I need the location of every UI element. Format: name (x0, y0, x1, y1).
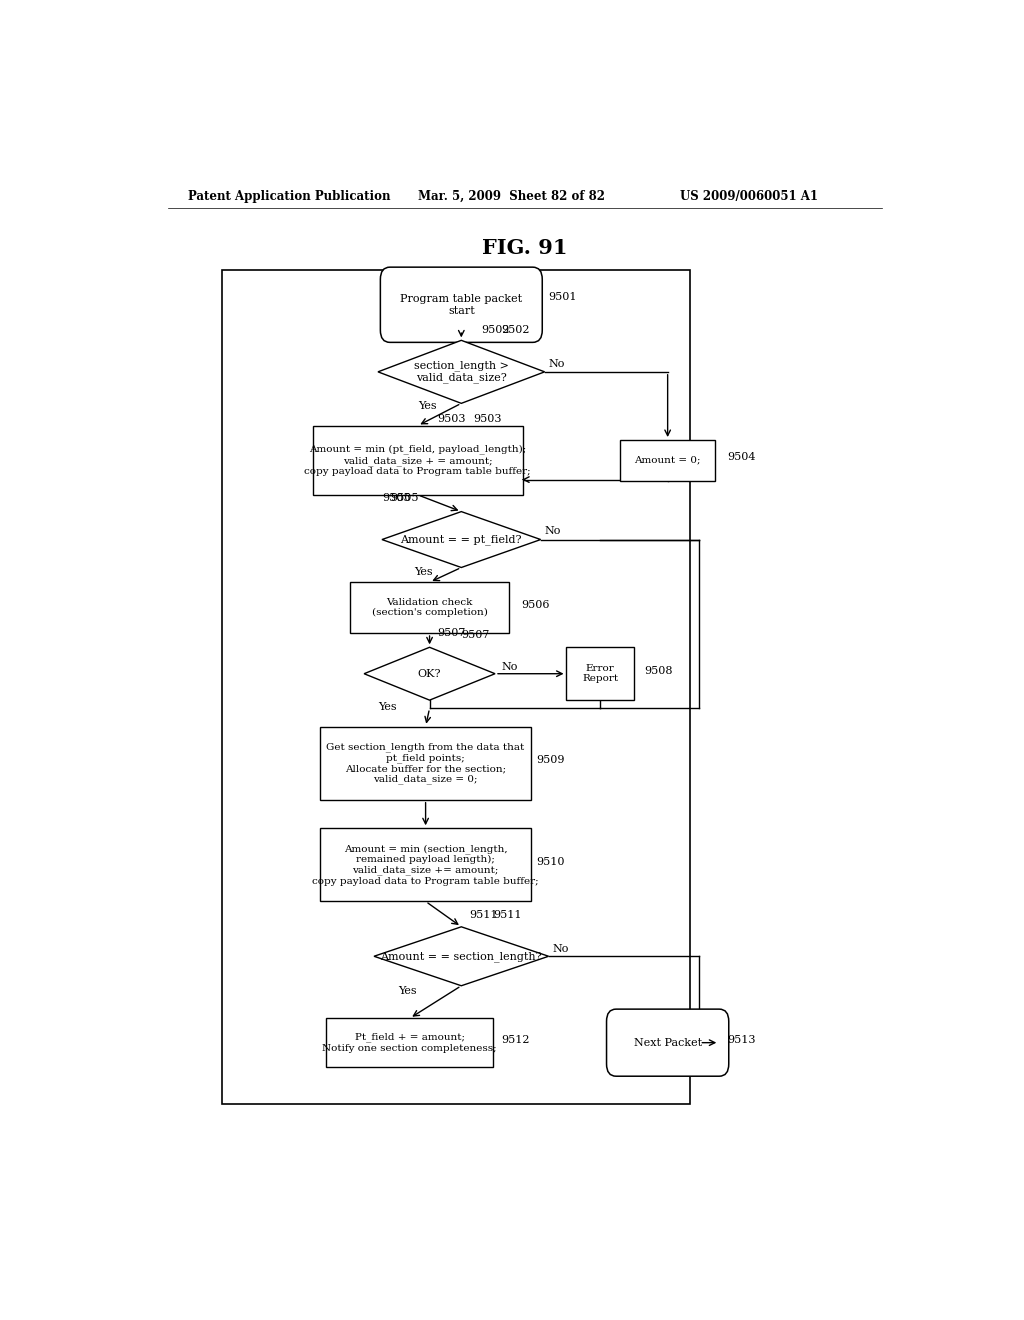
Bar (327, 1018, 493, 1067)
Text: Validation check
(section's completion): Validation check (section's completion) (372, 598, 487, 618)
Text: 9503: 9503 (437, 413, 466, 424)
Text: 9511: 9511 (494, 909, 521, 920)
Text: US 2009/0060051 A1: US 2009/0060051 A1 (680, 190, 817, 202)
Text: Error
Report: Error Report (582, 664, 618, 684)
Bar (221, 271, 690, 1104)
Text: Program table packet
start: Program table packet start (400, 294, 522, 315)
Text: 9502: 9502 (481, 325, 510, 335)
FancyBboxPatch shape (380, 267, 543, 342)
Text: OK?: OK? (418, 669, 441, 678)
Text: 9503: 9503 (473, 413, 502, 424)
Text: No: No (549, 359, 565, 368)
Text: 9508: 9508 (644, 665, 673, 676)
Text: Yes: Yes (418, 401, 436, 412)
Bar (350, 582, 509, 634)
FancyBboxPatch shape (606, 1008, 729, 1076)
Text: 9506: 9506 (521, 599, 549, 610)
Text: No: No (501, 661, 517, 672)
Text: Next Packet: Next Packet (634, 1038, 701, 1048)
Text: No: No (553, 944, 569, 954)
Text: Get section_length from the data that
pt_field points;
Allocate buffer for the s: Get section_length from the data that pt… (327, 742, 524, 784)
Text: section_length >
valid_data_size?: section_length > valid_data_size? (414, 360, 509, 383)
Polygon shape (382, 512, 541, 568)
Polygon shape (374, 927, 549, 986)
Text: 9501: 9501 (549, 292, 578, 302)
Text: Mar. 5, 2009  Sheet 82 of 82: Mar. 5, 2009 Sheet 82 of 82 (418, 190, 604, 202)
Bar (321, 828, 530, 902)
Text: Yes: Yes (414, 568, 432, 577)
Text: 9505: 9505 (382, 492, 411, 503)
Bar (621, 440, 716, 480)
Text: FIG. 91: FIG. 91 (482, 238, 567, 257)
Text: Amount = = pt_field?: Amount = = pt_field? (400, 535, 522, 545)
Text: Amount = min (section_length,
remained payload length);
valid_data_size += amoun: Amount = min (section_length, remained p… (312, 843, 539, 886)
Text: Amount = 0;: Amount = 0; (635, 455, 700, 465)
Text: 9513: 9513 (727, 1035, 756, 1044)
Text: 9512: 9512 (501, 1035, 529, 1044)
Text: 9505: 9505 (390, 492, 419, 503)
Text: Amount = min (pt_field, payload_length);
valid_data_size + = amount;
copy payloa: Amount = min (pt_field, payload_length);… (304, 445, 531, 477)
Text: 9502: 9502 (501, 325, 529, 335)
Text: 9511: 9511 (469, 909, 498, 920)
Text: 9507: 9507 (437, 628, 466, 638)
Text: 9504: 9504 (727, 453, 756, 462)
Text: 9510: 9510 (537, 857, 565, 867)
Text: Amount = = section_length?: Amount = = section_length? (381, 950, 542, 962)
Bar (321, 726, 530, 800)
Text: No: No (545, 527, 561, 536)
Text: Yes: Yes (378, 702, 396, 713)
Text: Pt_field + = amount;
Notify one section completeness;: Pt_field + = amount; Notify one section … (323, 1032, 497, 1053)
Polygon shape (378, 341, 545, 404)
Text: 9507: 9507 (461, 630, 489, 640)
Text: Yes: Yes (397, 986, 417, 995)
Bar (312, 426, 523, 495)
Bar (566, 647, 634, 700)
Text: Patent Application Publication: Patent Application Publication (187, 190, 390, 202)
Text: 9509: 9509 (537, 755, 565, 766)
Polygon shape (365, 647, 495, 700)
